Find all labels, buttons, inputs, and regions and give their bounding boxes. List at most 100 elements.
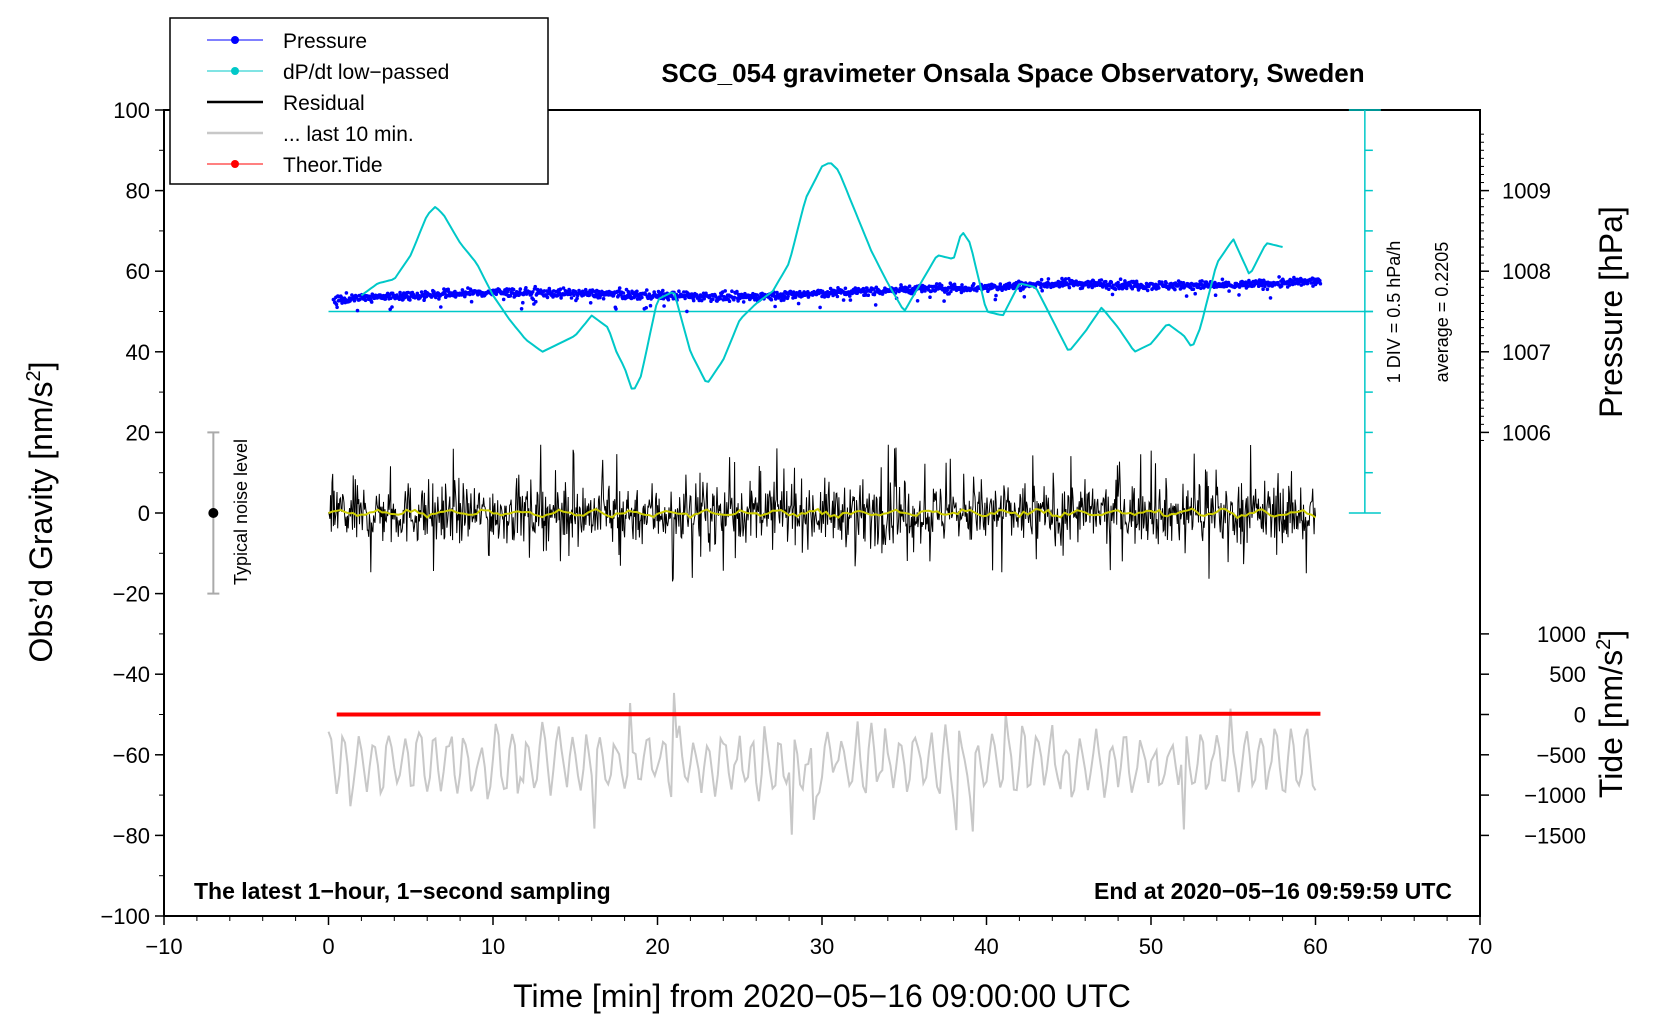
pressure-point — [408, 298, 412, 302]
pressure-point — [1268, 296, 1273, 300]
pressure-point — [583, 287, 588, 292]
pressure-point — [1181, 281, 1186, 285]
y-tick-label: 0 — [138, 501, 150, 526]
tide-tick-label: −500 — [1536, 743, 1586, 768]
pressure-tick-label: 1009 — [1502, 179, 1551, 204]
pressure-point — [587, 293, 592, 297]
pressure-average-label: average = 0.2205 — [1432, 242, 1452, 383]
pressure-point — [501, 297, 506, 302]
pressure-point — [369, 300, 374, 304]
pressure-point — [1109, 280, 1114, 285]
pressure-point — [1116, 280, 1120, 285]
pressure-point — [718, 296, 722, 301]
pressure-point — [727, 299, 732, 304]
pressure-point — [644, 306, 648, 310]
tide-tick-label: −1500 — [1524, 823, 1586, 848]
pressure-point — [662, 304, 666, 308]
pressure-point — [1199, 286, 1203, 291]
pressure-point — [524, 286, 528, 290]
pressure-point — [949, 289, 953, 294]
pressure-point — [786, 294, 790, 299]
pressure-point — [1305, 281, 1310, 286]
pressure-point — [677, 289, 681, 294]
chart-title: SCG_054 gravimeter Onsala Space Observat… — [661, 58, 1364, 88]
tide-tick-label: 1000 — [1537, 622, 1586, 647]
pressure-point — [741, 300, 746, 304]
pressure-point — [645, 288, 649, 292]
pressure-point — [915, 299, 920, 303]
pressure-point — [558, 287, 563, 292]
pressure-point — [1104, 279, 1108, 284]
x-tick-label: 60 — [1303, 934, 1327, 959]
pressure-point — [773, 304, 777, 309]
pressure-point — [702, 296, 706, 301]
pressure-point — [972, 282, 976, 286]
pressure-point — [363, 298, 368, 303]
pressure-point — [848, 294, 852, 298]
pressure-point — [773, 297, 778, 301]
pressure-point — [1107, 287, 1111, 292]
pressure-point — [621, 291, 626, 295]
pressure-point — [352, 298, 357, 303]
pressure-point — [880, 292, 885, 296]
pressure-point — [1191, 287, 1196, 292]
y-tick-label: 60 — [126, 259, 150, 284]
pressure-point — [872, 287, 876, 291]
x-tick-label: 70 — [1468, 934, 1492, 959]
pressure-point — [942, 299, 946, 303]
pressure-point — [841, 298, 846, 302]
pressure-point — [818, 305, 822, 310]
pressure-point — [711, 297, 715, 302]
legend-label-last10: ... last 10 min. — [283, 123, 414, 146]
pressure-point — [1160, 280, 1164, 285]
pressure-point — [723, 289, 727, 293]
pressure-point — [998, 282, 1003, 286]
pressure-tick-label: 1008 — [1502, 259, 1551, 284]
pressure-point — [344, 291, 349, 295]
y-tick-label: −80 — [113, 823, 150, 848]
x-tick-label: 0 — [322, 934, 334, 959]
pressure-point — [340, 301, 344, 305]
x-tick-label: 10 — [481, 934, 505, 959]
residual-smooth-series — [328, 507, 1317, 520]
pressure-point — [661, 288, 665, 293]
pressure-point — [1074, 279, 1078, 284]
pressure-point — [993, 297, 998, 302]
pressure-point — [736, 299, 740, 303]
pressure-point — [389, 296, 393, 301]
pressure-point — [1011, 286, 1015, 291]
pressure-point — [669, 294, 674, 299]
pressure-point — [683, 296, 687, 301]
y-axis-left: 100 80 60 40 20 0 −20 −40 −60 −80 −100 — [100, 98, 164, 929]
pressure-point — [1022, 295, 1027, 299]
pressure-point — [865, 286, 869, 291]
pressure-point — [1227, 289, 1231, 293]
pressure-point — [699, 298, 704, 303]
pressure-point — [690, 292, 694, 296]
pressure-point — [835, 294, 840, 299]
legend-dot-tide — [231, 160, 239, 168]
pressure-point — [569, 296, 574, 300]
pressure-point — [1111, 283, 1115, 288]
pressure-point — [848, 298, 853, 302]
x-tick-label: −10 — [145, 934, 182, 959]
pressure-point — [519, 307, 524, 311]
pressure-point — [419, 290, 424, 294]
x-tick-label: 20 — [645, 934, 669, 959]
end-time-note: End at 2020−05−16 09:59:59 UTC — [1094, 878, 1452, 904]
pressure-point — [530, 290, 535, 294]
pressure-point — [588, 301, 593, 305]
legend-dot-dpdt — [231, 67, 239, 75]
y-tick-label: −20 — [113, 582, 150, 607]
pressure-point — [735, 289, 739, 294]
noise-level-label: Typical noise level — [231, 439, 251, 585]
y-tick-label: −60 — [113, 743, 150, 768]
pressure-point — [468, 292, 472, 297]
pressure-point — [1118, 277, 1123, 282]
pressure-point — [511, 287, 516, 292]
pressure-point — [730, 289, 734, 294]
pressure-point — [533, 284, 537, 289]
pressure-point — [1261, 287, 1265, 292]
pressure-point — [1184, 294, 1189, 298]
pressure-point — [1277, 275, 1281, 279]
